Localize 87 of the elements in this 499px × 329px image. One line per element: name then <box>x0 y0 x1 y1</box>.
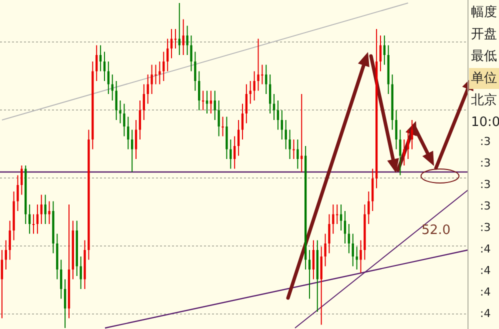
candlestick <box>296 139 299 170</box>
candlestick <box>399 129 402 176</box>
text: :3 <box>480 178 491 191</box>
candlestick <box>206 90 208 114</box>
candlestick <box>257 38 260 92</box>
candlestick <box>234 136 236 170</box>
candlestick <box>269 74 272 114</box>
candlestick <box>241 103 244 140</box>
text: 单位 <box>471 71 497 86</box>
candlestick <box>403 139 406 166</box>
candlestick <box>131 129 134 172</box>
text: :4 <box>480 307 491 320</box>
candlestick <box>64 278 66 328</box>
candlestick <box>80 256 82 290</box>
candlestick <box>4 240 7 270</box>
candlestick <box>103 51 106 82</box>
text: :4 <box>480 264 491 277</box>
candlestick <box>214 90 216 120</box>
candlestick <box>127 116 130 150</box>
candlestick <box>288 129 291 160</box>
candlestick <box>96 44 98 82</box>
candlestick <box>150 64 153 94</box>
candlestick <box>20 165 23 196</box>
candlestick <box>194 51 196 92</box>
candlestick <box>332 204 334 234</box>
candlestick <box>340 204 342 231</box>
candlestick <box>245 84 248 124</box>
candlestick <box>16 174 19 212</box>
candlestick <box>48 200 50 224</box>
candlestick <box>142 84 145 120</box>
candlestick <box>218 100 220 137</box>
candlestick <box>166 38 169 72</box>
text: :4 <box>480 286 491 298</box>
candlestick <box>178 2 180 56</box>
candlestick <box>99 44 102 72</box>
candlestick <box>395 110 398 150</box>
candlestick <box>368 191 370 224</box>
text: :3 <box>480 200 491 212</box>
candlestick <box>280 110 283 140</box>
candlestick <box>265 64 268 94</box>
candlestick <box>356 246 358 270</box>
candlestick <box>407 129 410 160</box>
candlestick <box>226 116 228 160</box>
candlestick <box>182 18 184 56</box>
candlestick <box>253 70 256 101</box>
candlestick <box>292 139 295 160</box>
candlestick <box>119 100 122 124</box>
candlestick <box>60 259 62 300</box>
candlestick <box>8 220 11 260</box>
text: 10:0 <box>471 115 499 130</box>
text: :4 <box>480 242 491 256</box>
candlestick <box>138 100 142 140</box>
candlestick <box>328 214 330 254</box>
candlestick <box>198 70 200 111</box>
candlestick <box>324 233 326 267</box>
candlestick <box>210 90 212 114</box>
candlestick <box>158 61 161 85</box>
candlestick <box>320 246 322 326</box>
candlestick <box>134 120 138 160</box>
candlestick <box>360 240 362 274</box>
text: :3 <box>480 156 491 170</box>
candlestick <box>44 194 46 224</box>
candlestick <box>261 64 264 85</box>
candlestick <box>312 240 315 280</box>
candlestick <box>107 61 110 94</box>
text: 幅度 <box>471 4 497 20</box>
candlestick <box>154 64 157 85</box>
candlestick <box>0 250 4 319</box>
candlestick <box>111 74 114 101</box>
candlestick <box>222 116 224 137</box>
text: 最低 <box>471 49 497 64</box>
candlestick <box>352 233 354 267</box>
candlestick <box>190 35 192 72</box>
candlestick <box>372 168 374 212</box>
text: 开盘 <box>471 27 497 42</box>
candlestick <box>272 94 276 120</box>
text: 52.0 <box>422 223 450 238</box>
text: :3 <box>480 221 491 234</box>
candlestick <box>162 51 165 82</box>
candlestick <box>237 120 240 156</box>
candlestick <box>123 103 126 137</box>
candlestick <box>115 80 118 120</box>
text: :3 <box>480 135 491 148</box>
text: 北京 <box>471 93 497 108</box>
candlestick <box>344 210 346 244</box>
candlestick <box>186 25 188 56</box>
candlestick <box>40 194 42 224</box>
